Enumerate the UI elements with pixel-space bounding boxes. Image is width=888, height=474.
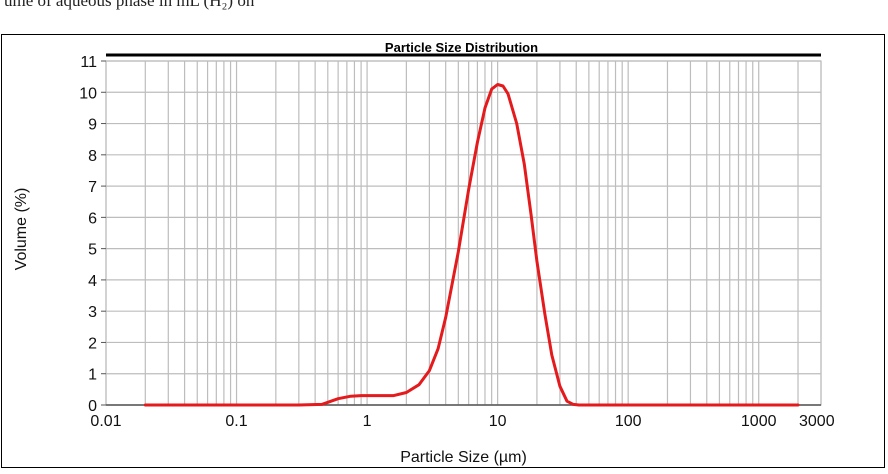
y-tick-label: 9	[88, 117, 97, 134]
y-tick-labels: 0 1 2 3 4 5 6 7 8 9 10 11	[79, 54, 106, 415]
chart-title: Particle Size Distribution	[385, 40, 538, 55]
y-tick-label: 6	[88, 210, 97, 227]
y-tick-label: 8	[88, 148, 97, 165]
grid	[105, 60, 822, 406]
y-tick-label: 0	[88, 398, 97, 415]
series-line	[143, 83, 800, 407]
x-tick-label: 3000	[799, 413, 835, 430]
series	[143, 83, 800, 407]
x-tick-label: 10	[489, 413, 507, 430]
chart-frame	[1, 34, 885, 468]
x-tick-labels: 0.01 0.1 1 10 100 1000 3000	[90, 413, 834, 430]
x-tick-label: 0.1	[225, 413, 247, 430]
x-tick-label: 0.01	[90, 413, 121, 430]
y-tick-label: 7	[88, 179, 97, 196]
y-tick-label: 1	[88, 367, 97, 384]
x-tick-label: 100	[615, 413, 642, 430]
y-axis-label: Volume (%)	[13, 188, 30, 271]
plot-border	[105, 53, 822, 406]
x-tick-label: 1000	[741, 413, 777, 430]
plot-area	[105, 60, 822, 406]
x-tick-label: 1	[363, 413, 372, 430]
y-tick-label: 4	[88, 273, 97, 290]
y-tick-label: 3	[88, 304, 97, 321]
caption-fragment: ume of aqueous phase in mL (H₂) on	[4, 0, 255, 10]
x-axis-label: Particle Size (µm)	[400, 449, 527, 466]
y-tick-label: 11	[80, 54, 97, 71]
y-tick-label: 2	[88, 335, 97, 352]
y-tick-label: 10	[79, 85, 97, 102]
y-tick-label: 5	[88, 242, 97, 259]
